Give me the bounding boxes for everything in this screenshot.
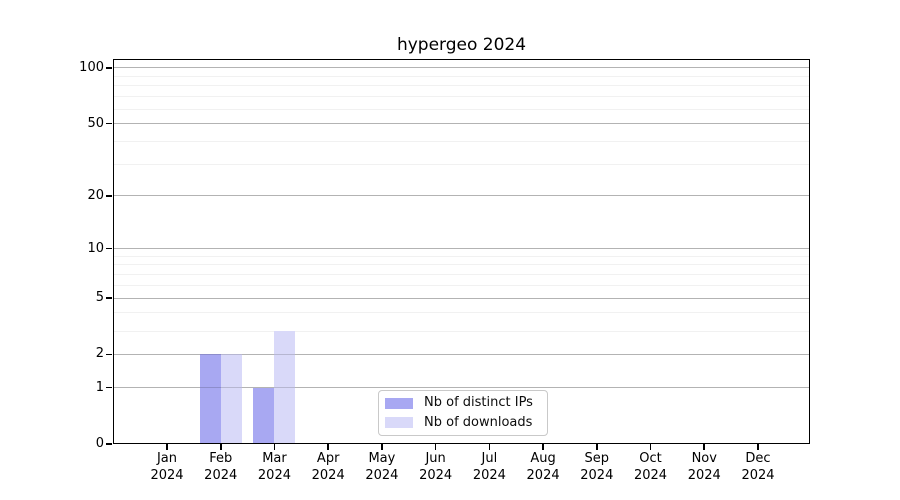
x-tick-label: Mar 2024 [257,451,291,483]
downloads-swatch-icon [385,417,413,429]
gridline-minor [114,163,809,165]
legend-item-downloads: Nb of downloads [385,414,539,432]
chart-title: hypergeo 2024 [396,35,527,55]
x-tick-label: May 2024 [365,451,399,483]
x-tick-label: Jun 2024 [419,451,453,483]
y-tick [106,67,112,69]
bar-distinct-ips-mar [253,387,275,443]
bar-downloads-feb [220,354,242,443]
legend-label-distinct-ips: Nb of distinct IPs [424,395,533,411]
x-tick [542,444,544,450]
bar-downloads-mar [274,331,296,443]
x-tick [219,444,222,450]
legend-label-downloads: Nb of downloads [424,414,533,430]
y-tick-label: 20 [87,187,104,203]
x-tick-label: Aug 2024 [526,451,560,483]
gridline-major [114,123,809,125]
x-tick [703,444,706,450]
x-tick [649,444,652,450]
x-tick-label: Apr 2024 [311,451,345,483]
x-tick-label: Jan 2024 [150,451,184,483]
legend: Nb of distinct IPs Nb of downloads [378,390,548,436]
gridline-major-overlay [114,248,809,250]
y-tick-label: 50 [87,115,104,131]
x-tick-label: Jul 2024 [472,451,506,483]
y-tick-label: 5 [95,290,104,306]
x-tick-label: Nov 2024 [687,451,721,483]
gridline-minor [114,108,809,110]
gridline-minor [114,284,809,286]
y-tick [106,247,112,250]
gridline-minor [114,140,809,142]
gridline-major [114,387,809,389]
y-tick [106,443,112,445]
gridline-major [114,353,809,355]
gridline-major-overlay [114,297,809,299]
gridline-major [114,195,809,197]
gridline-major [114,297,809,299]
bar-distinct-ips-feb [199,354,221,443]
gridline-minor [114,75,809,77]
gridline-minor [114,274,809,276]
gridline-major [114,248,809,250]
y-tick-label: 100 [79,59,104,75]
gridline-minor [114,96,809,98]
gridline-major-overlay [114,123,809,125]
gridline-major-overlay [114,353,809,355]
distinct-ips-swatch-icon [385,397,413,409]
gridline-minor [114,312,809,314]
gridline-minor [114,264,809,266]
y-tick-label: 1 [95,379,104,395]
y-tick-label: 10 [87,240,104,256]
legend-item-distinct-ips: Nb of distinct IPs [385,394,539,412]
x-tick [596,444,598,450]
y-tick [106,386,112,389]
y-tick [106,122,112,125]
x-tick [488,444,491,450]
y-tick-label: 2 [95,346,104,362]
y-tick-label: 0 [95,436,104,451]
x-tick [381,444,383,450]
x-tick [166,444,168,450]
gridline-major-overlay [114,67,809,69]
x-tick [757,444,759,450]
y-tick [106,353,112,356]
x-tick-label: Sep 2024 [580,451,614,483]
y-tick [106,297,112,299]
x-tick-label: Oct 2024 [633,451,668,483]
x-tick [434,444,437,450]
x-tick [273,444,276,450]
x-tick-label: Dec 2024 [741,451,775,483]
gridline-minor [114,255,809,257]
y-tick [106,195,112,197]
x-tick-label: Feb 2024 [204,451,238,483]
x-tick [327,444,329,450]
gridline-major-overlay [114,387,809,389]
gridline-major-overlay [114,195,809,197]
gridline-minor [114,85,809,87]
gridline-minor [114,330,809,332]
gridline-major [114,67,809,69]
